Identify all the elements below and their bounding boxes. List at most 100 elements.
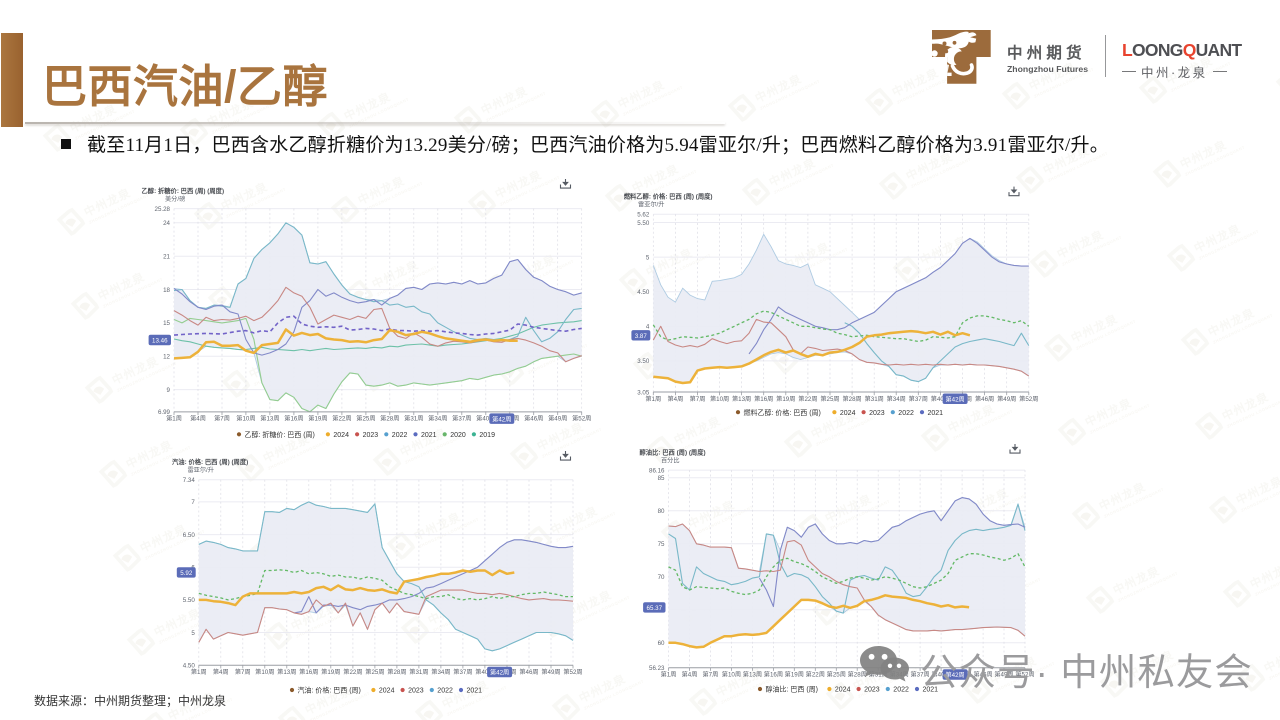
svg-text:第46周: 第46周 xyxy=(973,671,992,679)
svg-text:第28周: 第28周 xyxy=(842,395,861,403)
svg-text:7: 7 xyxy=(191,499,195,506)
svg-text:醇油比: 巴西 (周): 醇油比: 巴西 (周) xyxy=(766,685,819,694)
svg-text:第37周: 第37周 xyxy=(910,671,929,679)
svg-text:5.62: 5.62 xyxy=(637,212,650,219)
svg-text:2023: 2023 xyxy=(363,432,379,439)
svg-text:2021: 2021 xyxy=(467,688,483,695)
svg-text:第34周: 第34周 xyxy=(431,668,450,676)
svg-text:第52周: 第52周 xyxy=(1015,671,1034,679)
svg-text:第22周: 第22周 xyxy=(798,395,817,403)
svg-text:2019: 2019 xyxy=(479,432,495,439)
svg-text:第19周: 第19周 xyxy=(308,415,327,423)
svg-text:2022: 2022 xyxy=(392,432,408,439)
svg-text:第34周: 第34周 xyxy=(428,415,447,423)
svg-text:4.50: 4.50 xyxy=(183,663,196,670)
svg-text:雷亚尔/升: 雷亚尔/升 xyxy=(638,201,664,209)
svg-text:65.37: 65.37 xyxy=(647,605,663,612)
svg-text:汽油: 价格: 巴西 (周) (周度): 汽油: 价格: 巴西 (周) (周度) xyxy=(172,457,248,466)
svg-text:2023: 2023 xyxy=(869,410,885,417)
svg-text:3.50: 3.50 xyxy=(637,358,650,365)
svg-text:21: 21 xyxy=(163,254,170,261)
svg-text:第28周: 第28周 xyxy=(380,415,399,423)
svg-text:2021: 2021 xyxy=(421,432,437,439)
svg-text:第49周: 第49周 xyxy=(997,395,1016,403)
svg-text:燃料乙醇: 价格: 巴西 (周) (周度): 燃料乙醇: 价格: 巴西 (周) (周度) xyxy=(624,192,713,201)
svg-text:第10周: 第10周 xyxy=(236,415,255,423)
svg-text:第22周: 第22周 xyxy=(806,671,825,679)
svg-text:2020: 2020 xyxy=(450,432,466,439)
svg-text:第16周: 第16周 xyxy=(754,395,773,403)
svg-text:25.28: 25.28 xyxy=(155,206,171,213)
svg-text:6.50: 6.50 xyxy=(183,532,196,539)
svg-text:第10周: 第10周 xyxy=(722,671,741,679)
svg-text:5: 5 xyxy=(646,254,650,261)
svg-text:第22周: 第22周 xyxy=(332,415,351,423)
svg-text:2021: 2021 xyxy=(923,687,939,694)
svg-text:第10周: 第10周 xyxy=(255,668,274,676)
svg-text:第4周: 第4周 xyxy=(682,671,698,679)
svg-text:18: 18 xyxy=(163,287,170,294)
svg-text:第42周: 第42周 xyxy=(945,671,964,679)
svg-text:6.99: 6.99 xyxy=(158,409,171,416)
svg-text:汽油: 价格: 巴西 (周): 汽油: 价格: 巴西 (周) xyxy=(298,686,361,695)
svg-text:13.46: 13.46 xyxy=(152,338,168,345)
svg-text:燃料乙醇: 价格: 巴西 (周): 燃料乙醇: 价格: 巴西 (周) xyxy=(744,408,821,417)
svg-text:第42周: 第42周 xyxy=(490,669,509,677)
svg-text:第25周: 第25周 xyxy=(820,395,839,403)
svg-text:5: 5 xyxy=(191,630,195,637)
svg-text:70: 70 xyxy=(658,574,665,581)
svg-text:75: 75 xyxy=(658,541,665,548)
svg-text:第37周: 第37周 xyxy=(453,668,472,676)
svg-text:15: 15 xyxy=(163,320,170,327)
svg-text:第52周: 第52周 xyxy=(563,668,582,676)
svg-text:第31周: 第31周 xyxy=(404,415,423,423)
svg-text:第40周: 第40周 xyxy=(931,671,950,679)
svg-text:2024: 2024 xyxy=(379,688,395,695)
svg-text:第31周: 第31周 xyxy=(865,395,884,403)
svg-text:2024: 2024 xyxy=(840,410,856,417)
svg-text:85: 85 xyxy=(658,475,665,482)
svg-text:第4周: 第4周 xyxy=(190,415,206,423)
svg-text:2023: 2023 xyxy=(864,687,880,694)
svg-text:第1周: 第1周 xyxy=(191,668,207,676)
svg-text:3.05: 3.05 xyxy=(637,389,650,396)
svg-text:第22周: 第22周 xyxy=(343,668,362,676)
svg-text:美分/磅: 美分/磅 xyxy=(165,195,185,203)
svg-text:第16周: 第16周 xyxy=(284,415,303,423)
svg-text:第7周: 第7周 xyxy=(214,415,230,423)
svg-text:第16周: 第16周 xyxy=(764,671,783,679)
svg-text:第7周: 第7周 xyxy=(690,395,706,403)
svg-text:第7周: 第7周 xyxy=(702,671,718,679)
svg-text:第37周: 第37周 xyxy=(452,415,471,423)
svg-text:第19周: 第19周 xyxy=(776,395,795,403)
svg-text:5.50: 5.50 xyxy=(637,220,650,227)
svg-text:第49周: 第49周 xyxy=(541,668,560,676)
svg-text:第16周: 第16周 xyxy=(299,668,318,676)
svg-text:第13周: 第13周 xyxy=(732,395,751,403)
svg-text:第7周: 第7周 xyxy=(235,668,251,676)
svg-text:2023: 2023 xyxy=(408,688,424,695)
svg-text:2021: 2021 xyxy=(928,410,944,417)
svg-text:86.16: 86.16 xyxy=(649,467,665,474)
svg-text:9: 9 xyxy=(167,387,171,394)
svg-text:56.23: 56.23 xyxy=(649,665,665,672)
svg-text:第46周: 第46周 xyxy=(519,668,538,676)
svg-text:第34周: 第34周 xyxy=(887,395,906,403)
svg-text:第28周: 第28周 xyxy=(387,668,406,676)
svg-text:第40周: 第40周 xyxy=(476,415,495,423)
svg-text:醇油比: 巴西 (周) (周度): 醇油比: 巴西 (周) (周度) xyxy=(640,448,706,457)
svg-text:2022: 2022 xyxy=(437,688,453,695)
svg-text:80: 80 xyxy=(658,508,665,515)
svg-text:第37周: 第37周 xyxy=(909,395,928,403)
svg-text:第28周: 第28周 xyxy=(848,671,867,679)
svg-text:第13周: 第13周 xyxy=(260,415,279,423)
svg-text:百分比: 百分比 xyxy=(661,457,680,465)
svg-text:第42周: 第42周 xyxy=(492,415,511,423)
svg-text:第52周: 第52周 xyxy=(572,415,591,423)
svg-text:24: 24 xyxy=(163,220,170,227)
svg-text:第4周: 第4周 xyxy=(667,395,683,403)
svg-text:第49周: 第49周 xyxy=(994,671,1013,679)
svg-text:第25周: 第25周 xyxy=(827,671,846,679)
svg-text:2022: 2022 xyxy=(893,687,909,694)
svg-text:12: 12 xyxy=(163,354,170,361)
